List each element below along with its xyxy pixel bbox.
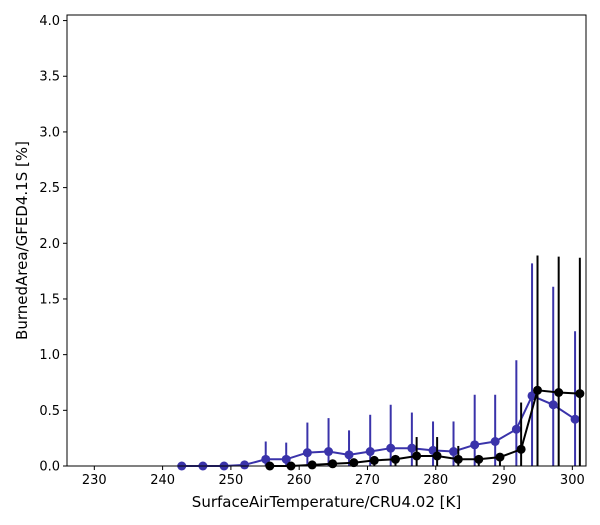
series-layer [177,255,585,471]
y-tick-label: 0.0 [39,460,60,475]
data-point [302,448,312,458]
y-tick-label: 2.0 [39,237,60,252]
data-point [324,447,334,457]
y-tick-label: 0.5 [39,404,60,419]
data-point [240,460,250,470]
data-point [449,447,459,457]
x-tick-label: 280 [423,473,448,488]
data-point [470,440,480,450]
series-line [269,389,580,467]
data-point [328,459,338,469]
data-point [281,454,291,464]
data-point [261,454,271,464]
data-point [412,451,422,461]
y-tick-label: 4.0 [39,14,60,29]
data-point [307,460,317,470]
data-point [554,388,564,398]
plot-frame [66,14,587,467]
x-tick-label: 300 [560,473,585,488]
y-tick-label: 2.5 [39,181,60,196]
data-point [474,454,484,464]
series-reference [265,255,585,471]
data-point [349,458,359,468]
y-tick-label: 1.5 [39,292,60,307]
data-point [490,437,500,447]
data-point [516,444,526,454]
y-tick-label: 3.5 [39,70,60,85]
data-point [432,451,442,461]
y-tick-label: 1.0 [39,348,60,363]
series-model [177,263,580,471]
x-axis-label: SurfaceAirTemperature/CRU4.02 [K] [192,493,461,511]
data-point [390,454,400,464]
data-point [344,450,354,460]
x-tick-label: 260 [287,473,312,488]
y-axis-label: BurnedArea/GFED4.1S [%] [13,141,31,340]
data-point [548,400,558,410]
data-point [369,455,379,465]
x-tick-label: 250 [218,473,243,488]
x-tick-label: 270 [355,473,380,488]
data-point [453,454,463,464]
data-point [365,447,375,457]
data-point [511,424,521,434]
ticks-layer: 230 240 250 260 270 280 290 300 0.0 0.5 1.0 1.5 2.0 2… [39,14,584,488]
data-point [533,385,543,395]
data-point [570,414,580,424]
data-point [386,443,396,453]
data-point [407,443,417,453]
x-tick-label: 230 [82,473,107,488]
data-point [495,452,505,462]
x-tick-label: 290 [492,473,517,488]
data-point [575,389,585,399]
x-tick-label: 240 [150,473,175,488]
y-tick-label: 3.0 [39,125,60,140]
